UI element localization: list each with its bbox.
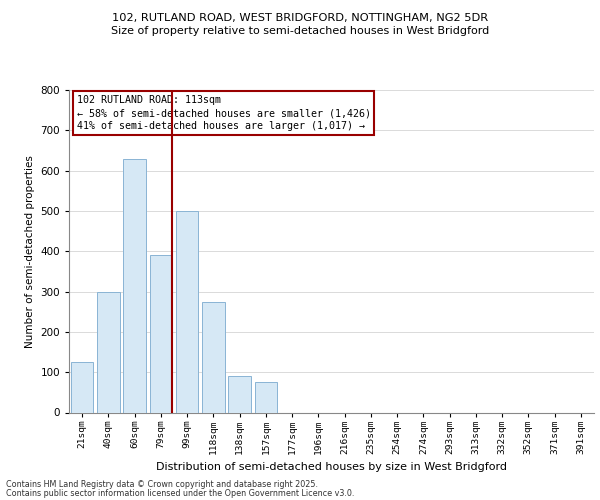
Bar bbox=[229, 376, 251, 412]
Text: 102 RUTLAND ROAD: 113sqm
← 58% of semi-detached houses are smaller (1,426)
41% o: 102 RUTLAND ROAD: 113sqm ← 58% of semi-d… bbox=[77, 95, 371, 131]
Text: 102, RUTLAND ROAD, WEST BRIDGFORD, NOTTINGHAM, NG2 5DR: 102, RUTLAND ROAD, WEST BRIDGFORD, NOTTI… bbox=[112, 12, 488, 22]
Bar bbox=[97, 292, 119, 412]
Bar bbox=[255, 382, 277, 412]
Text: Contains public sector information licensed under the Open Government Licence v3: Contains public sector information licen… bbox=[6, 489, 355, 498]
Bar bbox=[124, 158, 146, 412]
Text: Contains HM Land Registry data © Crown copyright and database right 2025.: Contains HM Land Registry data © Crown c… bbox=[6, 480, 318, 489]
Bar bbox=[202, 302, 224, 412]
Y-axis label: Number of semi-detached properties: Number of semi-detached properties bbox=[25, 155, 35, 348]
Bar bbox=[176, 211, 198, 412]
X-axis label: Distribution of semi-detached houses by size in West Bridgford: Distribution of semi-detached houses by … bbox=[156, 462, 507, 472]
Bar bbox=[150, 256, 172, 412]
Bar bbox=[71, 362, 93, 412]
Text: Size of property relative to semi-detached houses in West Bridgford: Size of property relative to semi-detach… bbox=[111, 26, 489, 36]
